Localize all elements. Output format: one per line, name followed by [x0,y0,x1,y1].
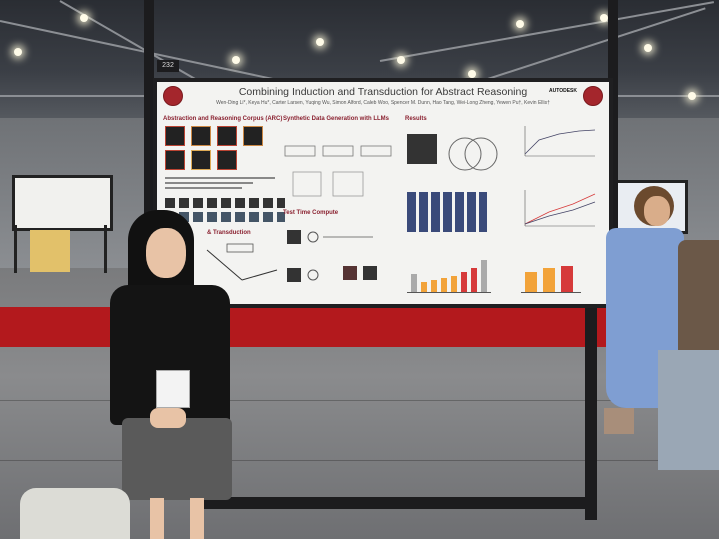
visitor-legs [604,408,634,434]
arc-description-text [165,174,275,194]
section-heading-results: Results [405,116,427,122]
synthetic-data-diagram [284,145,392,197]
arc-example-grids [165,126,265,170]
presenter-face [146,228,186,278]
ceiling-light [232,56,240,64]
arc-grid [217,126,237,146]
background-stand [30,230,70,272]
comparison-line-chart [524,190,596,227]
validation-bar-chart [407,254,491,293]
poster-title: Combining Induction and Transduction for… [238,86,528,98]
floor-seam [0,400,719,401]
ceiling-light [316,38,324,46]
ceiling-light [397,56,405,64]
test-time-compute-diagram [287,230,377,282]
arc-grid [217,150,237,170]
presenter-skirt [122,418,232,500]
visitor-shirt [678,240,719,360]
concept-arc-bar-chart [521,258,581,293]
arc-grid [191,126,211,146]
ceiling-light [468,70,476,78]
section-heading-arc: Abstraction and Reasoning Corpus (ARC) [163,116,283,122]
poster-authors: Wen-Ding Li*, Keya Hu*, Carter Larsen, Y… [216,100,550,106]
arc-grid [165,150,185,170]
ceiling-light [600,14,608,22]
results-venn-diagram [407,134,498,171]
section-heading-synthetic-data: Synthetic Data Generation with LLMs [283,116,390,122]
research-poster: AUTODESK Combining Induction and Transdu… [153,78,613,308]
university-seal-logo [163,86,183,106]
background-poster-board [12,175,113,231]
section-heading-test-time-compute: Test Time Compute [283,210,339,216]
frame-post [104,225,107,273]
university-seal-logo [583,86,603,106]
scaling-line-chart [524,126,596,157]
ceiling-light [14,48,22,56]
booth-number: 232 [157,60,179,72]
poster-frame-right-post [608,0,618,300]
ceiling-light [688,92,696,100]
ceiling-light [644,44,652,52]
poster-frame-right-leg [585,300,597,520]
poster-frame-base [190,497,590,509]
poster-frame-left-post [144,0,154,300]
tote-bag [20,488,130,539]
frame-post [14,225,17,273]
ceiling-light [516,20,524,28]
arc-grid [243,126,263,146]
results-example-grids [407,192,487,232]
floor-seam [0,460,719,461]
arc-task-thumbnails [165,198,285,224]
ceiling-light [80,14,88,22]
induction-transduction-diagram [206,243,278,281]
arc-grid [191,150,211,170]
arc-grid [165,126,185,146]
presenter-leg [190,498,204,539]
section-heading-induction-transduction: & Transduction [207,230,251,236]
sponsor-logo: AUTODESK [549,88,577,94]
presenter-leg [150,498,164,539]
visitor-face [644,196,670,226]
visitor-pants [658,350,719,470]
presenter-badge [156,370,190,408]
presenter-hands [150,408,186,428]
